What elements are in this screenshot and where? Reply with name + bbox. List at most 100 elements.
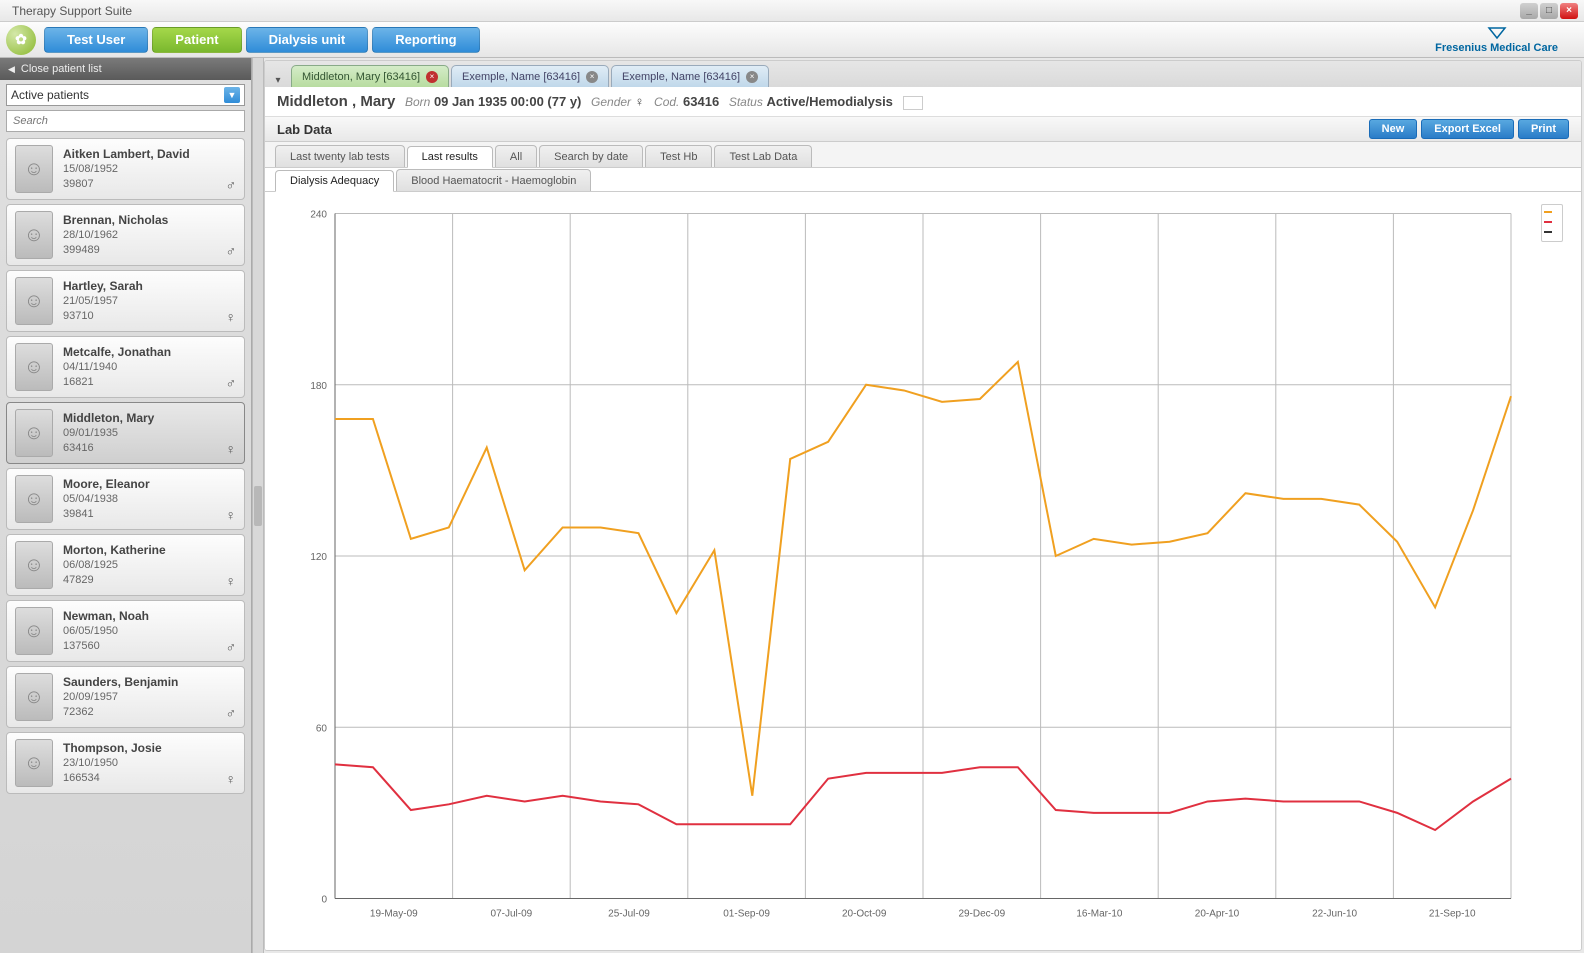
window-titlebar: Therapy Support Suite _ □ × [0,0,1584,22]
svg-text:19-May-09: 19-May-09 [370,909,418,920]
patient-card-id: 47829 [63,573,236,588]
lab-category-tabs: Dialysis AdequacyBlood Haematocrit - Hae… [265,168,1581,192]
patient-tabstrip: ▾ Middleton, Mary [63416]×Exemple, Name … [265,61,1581,87]
patient-card[interactable]: ☺ Brennan, Nicholas 28/10/1962 399489 ♂ [6,204,245,266]
subtab-test-lab-data[interactable]: Test Lab Data [714,145,812,167]
patient-card-id: 166534 [63,771,236,786]
avatar: ☺ [15,739,53,787]
svg-text:60: 60 [316,723,328,734]
tab-close-icon[interactable]: × [586,71,598,83]
svg-text:21-Sep-10: 21-Sep-10 [1429,909,1476,920]
chart-legend[interactable] [1541,204,1563,242]
app-logo-icon: ✿ [6,25,36,55]
nav-button-test-user[interactable]: Test User [44,27,148,53]
subtab-blood-haematocrit-haemoglobin[interactable]: Blood Haematocrit - Haemoglobin [396,169,591,191]
patient-gender: ♀ [635,94,645,109]
sidebar-splitter[interactable] [252,58,264,953]
close-patient-list-button[interactable]: ◀ Close patient list [0,58,251,80]
svg-text:25-Jul-09: 25-Jul-09 [608,909,650,920]
subtab-search-by-date[interactable]: Search by date [539,145,643,167]
svg-text:240: 240 [310,210,327,221]
patient-card[interactable]: ☺ Saunders, Benjamin 20/09/1957 72362 ♂ [6,666,245,728]
patient-card-name: Moore, Eleanor [63,476,236,492]
window-title: Therapy Support Suite [6,4,1518,18]
tab-close-icon[interactable]: × [426,71,438,83]
patient-sidebar: ◀ Close patient list Active patients ▼ ☺… [0,58,252,953]
patient-card-dob: 28/10/1962 [63,228,236,243]
patient-card-dob: 05/04/1938 [63,492,236,507]
patient-search-input[interactable] [6,110,245,132]
patient-card[interactable]: ☺ Moore, Eleanor 05/04/1938 39841 ♀ [6,468,245,530]
subtab-test-hb[interactable]: Test Hb [645,145,712,167]
patient-tab[interactable]: Middleton, Mary [63416]× [291,65,449,87]
patient-card[interactable]: ☺ Thompson, Josie 23/10/1950 166534 ♀ [6,732,245,794]
patient-filter-select[interactable]: Active patients ▼ [6,84,245,106]
nav-button-patient[interactable]: Patient [152,27,241,53]
nav-button-reporting[interactable]: Reporting [372,27,479,53]
subtab-last-results[interactable]: Last results [407,146,493,168]
svg-text:20-Apr-10: 20-Apr-10 [1195,909,1240,920]
gender-icon: ♂ [226,243,237,259]
patient-card-id: 399489 [63,243,236,258]
patient-card-dob: 09/01/1935 [63,426,236,441]
status-indicator-box [903,96,923,110]
patient-card-dob: 21/05/1957 [63,294,236,309]
patient-card-dob: 04/11/1940 [63,360,236,375]
chevron-left-icon: ◀ [8,64,15,75]
avatar: ☺ [15,277,53,325]
new-button[interactable]: New [1369,119,1418,139]
svg-text:22-Jun-10: 22-Jun-10 [1312,909,1357,920]
patient-card-name: Morton, Katherine [63,542,236,558]
window-close-button[interactable]: × [1560,3,1578,19]
patient-card-name: Metcalfe, Jonathan [63,344,236,360]
lab-chart: 06012018024019-May-0907-Jul-0925-Jul-090… [265,192,1581,950]
print-button[interactable]: Print [1518,119,1569,139]
patient-tab[interactable]: Exemple, Name [63416]× [611,65,769,87]
patient-card[interactable]: ☺ Hartley, Sarah 21/05/1957 93710 ♀ [6,270,245,332]
window-maximize-button[interactable]: □ [1540,3,1558,19]
patient-card[interactable]: ☺ Metcalfe, Jonathan 04/11/1940 16821 ♂ [6,336,245,398]
window-minimize-button[interactable]: _ [1520,3,1538,19]
patient-card-id: 39807 [63,177,236,192]
brand-logo: Fresenius Medical Care [1435,26,1578,54]
gender-icon: ♀ [226,309,237,325]
patient-card[interactable]: ☺ Aitken Lambert, David 15/08/1952 39807… [6,138,245,200]
subtab-dialysis-adequacy[interactable]: Dialysis Adequacy [275,170,394,192]
top-navigation: ✿ Test UserPatientDialysis unitReporting… [0,22,1584,58]
tab-close-icon[interactable]: × [746,71,758,83]
patient-card-dob: 15/08/1952 [63,162,236,177]
legend-color-icon [1544,221,1552,223]
patient-code: 63416 [683,94,719,109]
gender-icon: ♀ [226,441,237,457]
avatar: ☺ [15,343,53,391]
content-pane: ▾ Middleton, Mary [63416]×Exemple, Name … [264,60,1582,951]
patient-card-dob: 20/09/1957 [63,690,236,705]
subtab-all[interactable]: All [495,145,537,167]
brand-triangle-icon [1487,26,1507,40]
patient-card-name: Aitken Lambert, David [63,146,236,162]
patient-card-name: Newman, Noah [63,608,236,624]
patient-status: Active/Hemodialysis [766,94,892,109]
nav-button-dialysis-unit[interactable]: Dialysis unit [246,27,369,53]
avatar: ☺ [15,145,53,193]
gender-icon: ♀ [226,771,237,787]
patient-card[interactable]: ☺ Middleton, Mary 09/01/1935 63416 ♀ [6,402,245,464]
export-excel-button[interactable]: Export Excel [1421,119,1514,139]
avatar: ☺ [15,409,53,457]
svg-text:20-Oct-09: 20-Oct-09 [842,909,887,920]
patient-card-name: Middleton, Mary [63,410,236,426]
gender-icon: ♂ [226,639,237,655]
avatar: ☺ [15,211,53,259]
patient-card[interactable]: ☺ Morton, Katherine 06/08/1925 47829 ♀ [6,534,245,596]
svg-text:07-Jul-09: 07-Jul-09 [491,909,533,920]
patient-tab[interactable]: Exemple, Name [63416]× [451,65,609,87]
patient-card[interactable]: ☺ Newman, Noah 06/05/1950 137560 ♂ [6,600,245,662]
tabstrip-dropdown-button[interactable]: ▾ [271,73,285,87]
patient-card-name: Hartley, Sarah [63,278,236,294]
avatar: ☺ [15,607,53,655]
gender-icon: ♂ [226,375,237,391]
dropdown-icon: ▼ [224,87,240,103]
subtab-last-twenty-lab-tests[interactable]: Last twenty lab tests [275,145,405,167]
patient-list: ☺ Aitken Lambert, David 15/08/1952 39807… [0,138,251,953]
svg-text:0: 0 [321,895,327,906]
